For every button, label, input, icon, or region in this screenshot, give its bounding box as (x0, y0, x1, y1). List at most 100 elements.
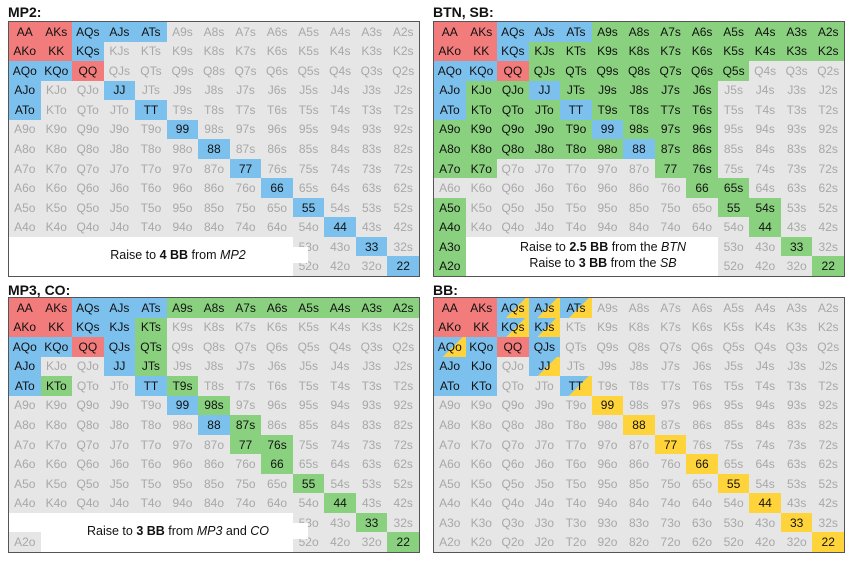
hand-cell: 76o (229, 454, 262, 474)
hand-cell: 94s (324, 119, 356, 140)
hand-cell: T7o (560, 434, 592, 455)
hand-cell: 92s (387, 395, 419, 416)
hand-cell: J8o (103, 139, 136, 159)
hand-cell: Q8o (72, 139, 104, 159)
hand-cell: 42o (324, 532, 356, 552)
hand-cell (9, 512, 41, 533)
hand-cell: KTs (560, 317, 592, 338)
hand-cell: QQ (72, 61, 104, 81)
hand-cell: 87s (229, 415, 262, 435)
hand-cell: 62s (387, 178, 419, 198)
hand-cell: QJo (72, 80, 104, 101)
hand-cell: 62o (686, 532, 718, 552)
hand-cell: 73s (355, 434, 388, 455)
hand-cell: Q9o (497, 119, 529, 140)
hand-cell: T7s (654, 100, 687, 120)
hand-cell: J2s (387, 356, 419, 377)
hand-cell: K4s (324, 317, 356, 338)
hand-cell: JTs (560, 80, 592, 101)
hand-cell: Q6o (497, 178, 529, 198)
caption-part: CO (250, 524, 270, 538)
hand-cell: A6s (261, 298, 293, 318)
hand-cell: A7s (654, 22, 687, 42)
hand-cell: J7s (229, 356, 262, 377)
hand-cell: Q9s (591, 337, 624, 357)
hand-cell: 65s (717, 178, 750, 198)
hand-cell: J9s (166, 80, 199, 101)
hand-cell: 53s (780, 197, 813, 218)
hand-cell: A7o (9, 434, 41, 455)
hand-cell: Q3s (780, 61, 813, 81)
hand-cell: JTo (528, 100, 561, 120)
hand-cell: KJs (103, 41, 136, 62)
hand-cell: K4o (40, 217, 73, 237)
hand-cell: ATs (135, 22, 167, 42)
hand-cell: 92o (591, 532, 624, 552)
hand-cell: Q7o (72, 158, 104, 179)
hand-cell: 72s (387, 434, 419, 455)
hand-cell: T6s (686, 376, 718, 396)
hand-cell: T3s (780, 100, 813, 120)
hand-cell: 76o (654, 178, 687, 198)
hand-cell: KTo (40, 100, 73, 120)
hand-cell: J3o (528, 512, 561, 533)
hand-cell: TT (560, 376, 592, 396)
hand-cell (528, 236, 561, 257)
caption-part: from the (608, 240, 662, 254)
hand-cell: 93s (780, 395, 813, 416)
hand-cell: K2s (812, 41, 844, 62)
hand-cell: 64o (686, 217, 718, 237)
hand-cell: 74s (749, 158, 781, 179)
hand-cell: 62s (812, 454, 844, 474)
hand-cell: A7s (229, 22, 262, 42)
hand-cell: T3s (780, 376, 813, 396)
hand-cell: J9s (166, 356, 199, 377)
hand-cell: J8s (198, 356, 230, 377)
caption-part: Raise to (110, 248, 160, 262)
hand-cell: T4s (749, 376, 781, 396)
hand-cell: 54s (749, 197, 781, 218)
hand-cell: 55 (292, 197, 325, 218)
hand-cell: Q3o (497, 512, 529, 533)
hand-cell: T2o (560, 532, 592, 552)
hand-cell: A9o (9, 395, 41, 416)
hand-cell: A8s (623, 22, 655, 42)
hand-cell: 54s (324, 197, 356, 218)
hand-cell: 74o (654, 493, 687, 513)
hand-cell: 93s (780, 119, 813, 140)
hand-cell: J7o (103, 158, 136, 179)
hand-cell: K4s (749, 41, 781, 62)
hand-cell: 42o (749, 256, 781, 276)
hand-cell: K8s (623, 41, 655, 62)
hand-cell: Q2o (497, 532, 529, 552)
hand-cell: T4o (135, 493, 167, 513)
hand-cell: KQo (40, 61, 73, 81)
hand-cell: K5o (40, 197, 73, 218)
hand-cell (528, 256, 561, 276)
hand-cell: T4s (324, 376, 356, 396)
hand-cell: 54s (749, 473, 781, 494)
hand-cell: AKs (40, 298, 73, 318)
hand-cell: 85o (198, 473, 230, 494)
hand-cell: 96o (591, 178, 624, 198)
hand-cell: T6o (560, 178, 592, 198)
hand-cell: A9o (434, 395, 466, 416)
hand-cell (654, 256, 687, 276)
hand-cell: 52s (387, 197, 419, 218)
hand-cell: J5s (292, 80, 325, 101)
hand-cell: J7s (654, 80, 687, 101)
hand-cell: T4s (324, 100, 356, 120)
hand-cell: 86o (198, 454, 230, 474)
hand-cell: A4s (749, 298, 781, 318)
caption-part: from (188, 248, 221, 262)
hand-cell: 72o (654, 532, 687, 552)
hand-cell: T7o (135, 434, 167, 455)
hand-cell: J4s (749, 356, 781, 377)
hand-cell: K5o (465, 473, 498, 494)
hand-cell: K2s (812, 317, 844, 338)
hand-cell: 93s (355, 395, 388, 416)
hand-cell: 96s (261, 119, 293, 140)
hand-cell: K5o (40, 473, 73, 494)
hand-cell: A9s (591, 298, 624, 318)
hand-cell (591, 236, 624, 257)
